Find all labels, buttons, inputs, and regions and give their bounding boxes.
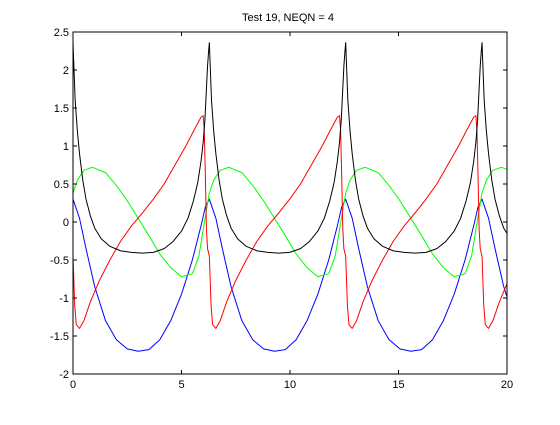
y-tick-label: 1.5 xyxy=(54,103,69,115)
chart-title: Test 19, NEQN = 4 xyxy=(242,12,334,24)
series-line-1 xyxy=(73,198,507,352)
y-tick-label: 2 xyxy=(63,65,69,77)
x-tick-label: 5 xyxy=(178,379,184,391)
series-group xyxy=(73,42,507,352)
series-line-3 xyxy=(73,115,507,329)
series-line-4 xyxy=(73,42,507,254)
y-tick-label: -2 xyxy=(59,369,69,381)
plot-area: 0 5 10 15 20 -2 -1.5 -1 -0.5 0 0.5 1 1.5 2 2.5 xyxy=(50,27,513,391)
y-tick-label: 2.5 xyxy=(54,27,69,39)
series-line-2 xyxy=(73,166,507,278)
y-tick-label: 1 xyxy=(63,141,69,153)
y-tick-label: -1.5 xyxy=(50,331,69,343)
x-tick-label: 20 xyxy=(501,379,513,391)
y-tick-label: -0.5 xyxy=(50,255,69,267)
y-tick-label: 0 xyxy=(63,217,69,229)
x-tick-label: 10 xyxy=(284,379,296,391)
x-tick-label: 0 xyxy=(70,379,76,391)
x-tick-label: 15 xyxy=(392,379,404,391)
y-tick-label: -1 xyxy=(59,293,69,305)
y-tick-label: 0.5 xyxy=(54,179,69,191)
